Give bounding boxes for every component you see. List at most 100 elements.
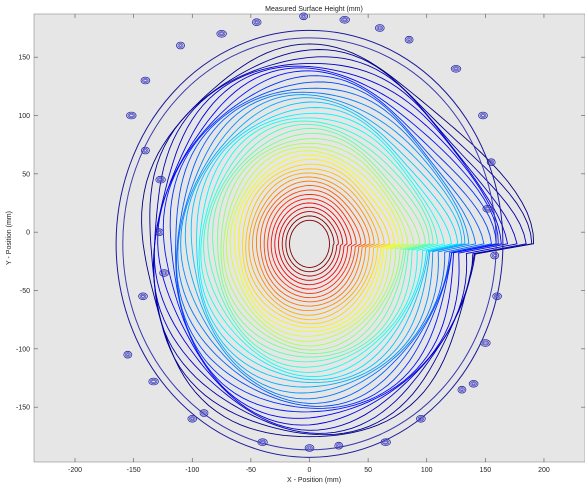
small-loop-ring <box>406 37 413 43</box>
small-loop-ring <box>484 206 492 212</box>
small-loop-ring <box>488 159 495 165</box>
small-loop-ring <box>177 43 184 49</box>
contour-line <box>278 206 344 281</box>
small-loop-ring <box>159 269 169 277</box>
x-tick-label: 100 <box>421 467 433 474</box>
small-loop-ring <box>383 440 389 444</box>
contour-line <box>198 112 453 378</box>
small-loop-ring <box>341 17 349 23</box>
small-loop-ring <box>374 24 385 32</box>
small-loop-ring <box>154 228 164 237</box>
small-loop-ring <box>491 252 498 258</box>
small-loop-ring <box>202 411 206 415</box>
small-loop-ring <box>142 147 149 153</box>
contour-line <box>180 94 470 394</box>
small-loop-ring <box>479 113 487 119</box>
small-loop-ring <box>339 15 350 24</box>
small-loop-ring <box>493 293 501 299</box>
x-tick-label: -200 <box>68 467 82 474</box>
small-loop-ring <box>127 113 135 119</box>
small-loop-ring <box>468 379 479 388</box>
small-loop <box>299 12 309 21</box>
small-loop-ring <box>219 32 225 36</box>
small-loop-ring <box>304 444 315 452</box>
small-loop <box>126 111 137 120</box>
small-loop-ring <box>140 146 150 155</box>
small-loop <box>339 15 350 24</box>
small-loop <box>176 41 185 50</box>
small-loop-ring <box>187 414 198 423</box>
small-loop <box>457 385 467 394</box>
small-loop-ring <box>253 19 261 25</box>
contour-line <box>169 75 497 409</box>
contour-line <box>190 101 463 384</box>
small-loop-ring <box>335 443 342 449</box>
contour-line <box>196 107 459 381</box>
small-loop <box>187 414 198 423</box>
small-loop <box>468 379 479 388</box>
small-loop-ring <box>337 444 341 448</box>
small-loop-ring <box>216 29 227 38</box>
small-loop-ring <box>142 78 149 84</box>
y-tick-label: -150 <box>16 405 30 412</box>
small-loop-ring <box>260 440 266 444</box>
small-loop-ring <box>486 158 496 167</box>
small-loop-ring <box>156 229 163 235</box>
small-loop-ring <box>493 254 497 257</box>
small-loop-ring <box>404 35 414 44</box>
small-loop-ring <box>460 388 464 392</box>
small-loop-ring <box>148 377 159 386</box>
small-loop-ring <box>156 177 165 183</box>
contour-line <box>233 154 400 333</box>
contour-line <box>223 142 415 347</box>
small-loop-ring <box>178 44 183 47</box>
small-loop <box>257 438 268 447</box>
small-loop-ring <box>157 230 161 234</box>
small-loop-ring <box>138 292 148 301</box>
contour-line <box>184 97 466 388</box>
small-loop <box>450 65 462 73</box>
small-loop-ring <box>139 293 147 299</box>
small-loop-ring <box>151 380 157 383</box>
small-loop-ring <box>407 38 411 42</box>
contour-line <box>162 70 499 413</box>
small-loop <box>416 414 426 423</box>
contour-line <box>217 132 426 354</box>
contour-line <box>242 163 391 325</box>
small-loop <box>486 158 496 167</box>
contour-line <box>274 202 348 286</box>
y-tick-label: -100 <box>16 346 30 353</box>
small-loop-ring <box>470 381 477 387</box>
small-loop-ring <box>481 340 490 346</box>
x-tick-label: -50 <box>246 467 256 474</box>
small-loop-ring <box>140 76 151 85</box>
small-loop <box>140 146 150 155</box>
x-tick-label: 150 <box>480 467 492 474</box>
small-loop-ring <box>143 149 147 152</box>
contour-line <box>270 198 352 290</box>
small-loop <box>490 251 500 260</box>
contour-line <box>149 49 533 436</box>
x-tick-label: 0 <box>308 467 312 474</box>
small-loop-ring <box>124 352 131 358</box>
small-loop-ring <box>140 294 145 298</box>
contour-line <box>281 211 339 277</box>
small-loop-ring <box>189 416 196 422</box>
small-loop <box>304 444 315 452</box>
small-loop-ring <box>342 18 348 22</box>
small-loop <box>216 29 227 38</box>
contour-line <box>220 138 421 351</box>
small-loop-ring <box>160 270 168 276</box>
contour-line <box>229 150 404 337</box>
contour-line <box>238 158 395 329</box>
contour-line <box>252 176 375 312</box>
small-loop <box>380 438 391 447</box>
contour-line <box>175 81 493 407</box>
small-loop-ring <box>482 341 488 345</box>
small-loop-ring <box>162 271 167 275</box>
small-loop-ring <box>492 292 502 301</box>
contour-line <box>248 172 380 316</box>
small-loop-ring <box>450 65 462 73</box>
small-loop <box>404 35 414 44</box>
